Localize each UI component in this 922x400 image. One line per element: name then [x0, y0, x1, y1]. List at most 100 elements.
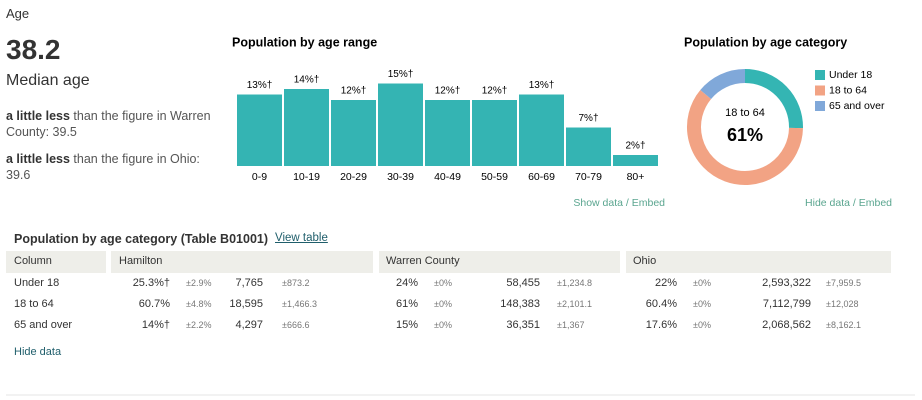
moe: ±12,028	[826, 299, 859, 309]
value: 7,112,799	[762, 298, 811, 310]
x-tick-label: 60-69	[528, 171, 555, 183]
comparison-text: than the figure in Warren County: 39.5	[6, 109, 211, 139]
column-header: Hamilton	[119, 255, 163, 267]
x-tick-label: 0-9	[252, 171, 267, 183]
value: 14%†	[141, 319, 170, 331]
row-label: Under 18	[14, 277, 60, 289]
value: 17.6%	[645, 319, 677, 331]
x-tick-label: 10-19	[293, 171, 320, 183]
value-label: 14%†	[294, 75, 320, 86]
bar	[566, 127, 611, 166]
x-tick-label: 80+	[627, 171, 645, 183]
value: 15%	[395, 319, 418, 331]
table-title: Population by age category (Table B01001…	[14, 232, 269, 246]
section-title: Age	[6, 6, 30, 21]
chart-title: Population by age category	[684, 35, 847, 49]
bar	[284, 89, 329, 166]
header-bg	[111, 251, 373, 273]
value: 25.3%†	[132, 277, 170, 289]
value-label: 13%†	[247, 80, 273, 91]
value: 36,351	[506, 319, 540, 331]
moe: ±8,162.1	[826, 320, 861, 330]
value: 60.4%	[645, 298, 677, 310]
x-tick-label: 30-39	[387, 171, 414, 183]
x-tick-label: 50-59	[481, 171, 508, 183]
value: 18,595	[229, 298, 263, 310]
chart-title: Population by age range	[232, 35, 377, 49]
show-data-link[interactable]: Show data / Embed	[573, 197, 665, 209]
center-value: 61%	[727, 125, 763, 145]
bar	[472, 100, 517, 166]
value: 7,765	[235, 277, 263, 289]
donut-slice	[700, 69, 746, 100]
moe: ±0%	[693, 320, 711, 330]
value-label: 15%†	[388, 69, 414, 80]
value: 4,297	[235, 319, 263, 331]
legend-label: 65 and over	[829, 100, 885, 112]
bar	[331, 100, 376, 166]
bar	[378, 83, 423, 166]
value-label: 13%†	[529, 80, 555, 91]
median-value: 38.2	[6, 34, 61, 65]
median-label: Median age	[6, 72, 90, 89]
value-label: 12%†	[341, 86, 367, 97]
value: 2,068,562	[762, 319, 811, 331]
row-label: 65 and over	[14, 319, 73, 331]
moe: ±0%	[434, 320, 452, 330]
value: 22%	[654, 277, 677, 289]
comparison: a little less than the figure in Warren …	[6, 108, 216, 140]
header-bg	[6, 251, 106, 273]
view-table-link[interactable]: View table	[275, 232, 328, 244]
moe: ±2.9%	[186, 278, 212, 288]
moe: ±2.2%	[186, 320, 212, 330]
row-label: 18 to 64	[14, 298, 54, 310]
column-header: Column	[14, 255, 52, 267]
legend-label: 18 to 64	[829, 84, 867, 96]
column-header: Warren County	[386, 255, 460, 267]
moe: ±873.2	[282, 278, 310, 288]
moe: ±4.8%	[186, 299, 212, 309]
legend-swatch	[815, 101, 825, 111]
value-label: 7%†	[578, 113, 598, 124]
bar	[237, 94, 282, 166]
donut-slice	[687, 90, 803, 185]
moe: ±2,101.1	[557, 299, 592, 309]
legend-swatch	[815, 70, 825, 80]
moe: ±1,466.3	[282, 299, 317, 309]
hide-data-link[interactable]: Hide data	[14, 346, 62, 358]
moe: ±1,234.8	[557, 278, 592, 288]
moe: ±7,959.5	[826, 278, 861, 288]
hide-data-link[interactable]: Hide data / Embed	[805, 197, 892, 209]
legend-label: Under 18	[829, 69, 872, 81]
value: 58,455	[506, 277, 540, 289]
bar	[613, 155, 658, 166]
emphasis: a little less	[6, 109, 70, 123]
value: 24%	[395, 277, 418, 289]
value: 60.7%	[138, 298, 170, 310]
emphasis: a little less	[6, 152, 70, 166]
legend-swatch	[815, 85, 825, 96]
x-tick-label: 70-79	[575, 171, 602, 183]
column-header: Ohio	[633, 255, 657, 267]
header-bg	[379, 251, 620, 273]
header-bg	[626, 251, 891, 273]
value: 2,593,322	[762, 277, 811, 289]
moe: ±0%	[434, 278, 452, 288]
value-label: 12%†	[482, 86, 508, 97]
value: 148,383	[500, 298, 540, 310]
donut-slice	[744, 69, 803, 129]
value-label: 12%†	[435, 86, 461, 97]
moe: ±666.6	[282, 320, 310, 330]
comparison: a little less than the figure in Ohio: 3…	[6, 151, 216, 183]
bar	[425, 100, 470, 166]
moe: ±1,367	[557, 320, 585, 330]
moe: ±0%	[693, 278, 711, 288]
bar	[519, 94, 564, 166]
comparison-text: than the figure in Ohio: 39.6	[6, 152, 200, 182]
x-tick-label: 40-49	[434, 171, 461, 183]
center-category: 18 to 64	[725, 107, 765, 119]
moe: ±0%	[693, 299, 711, 309]
moe: ±0%	[434, 299, 452, 309]
